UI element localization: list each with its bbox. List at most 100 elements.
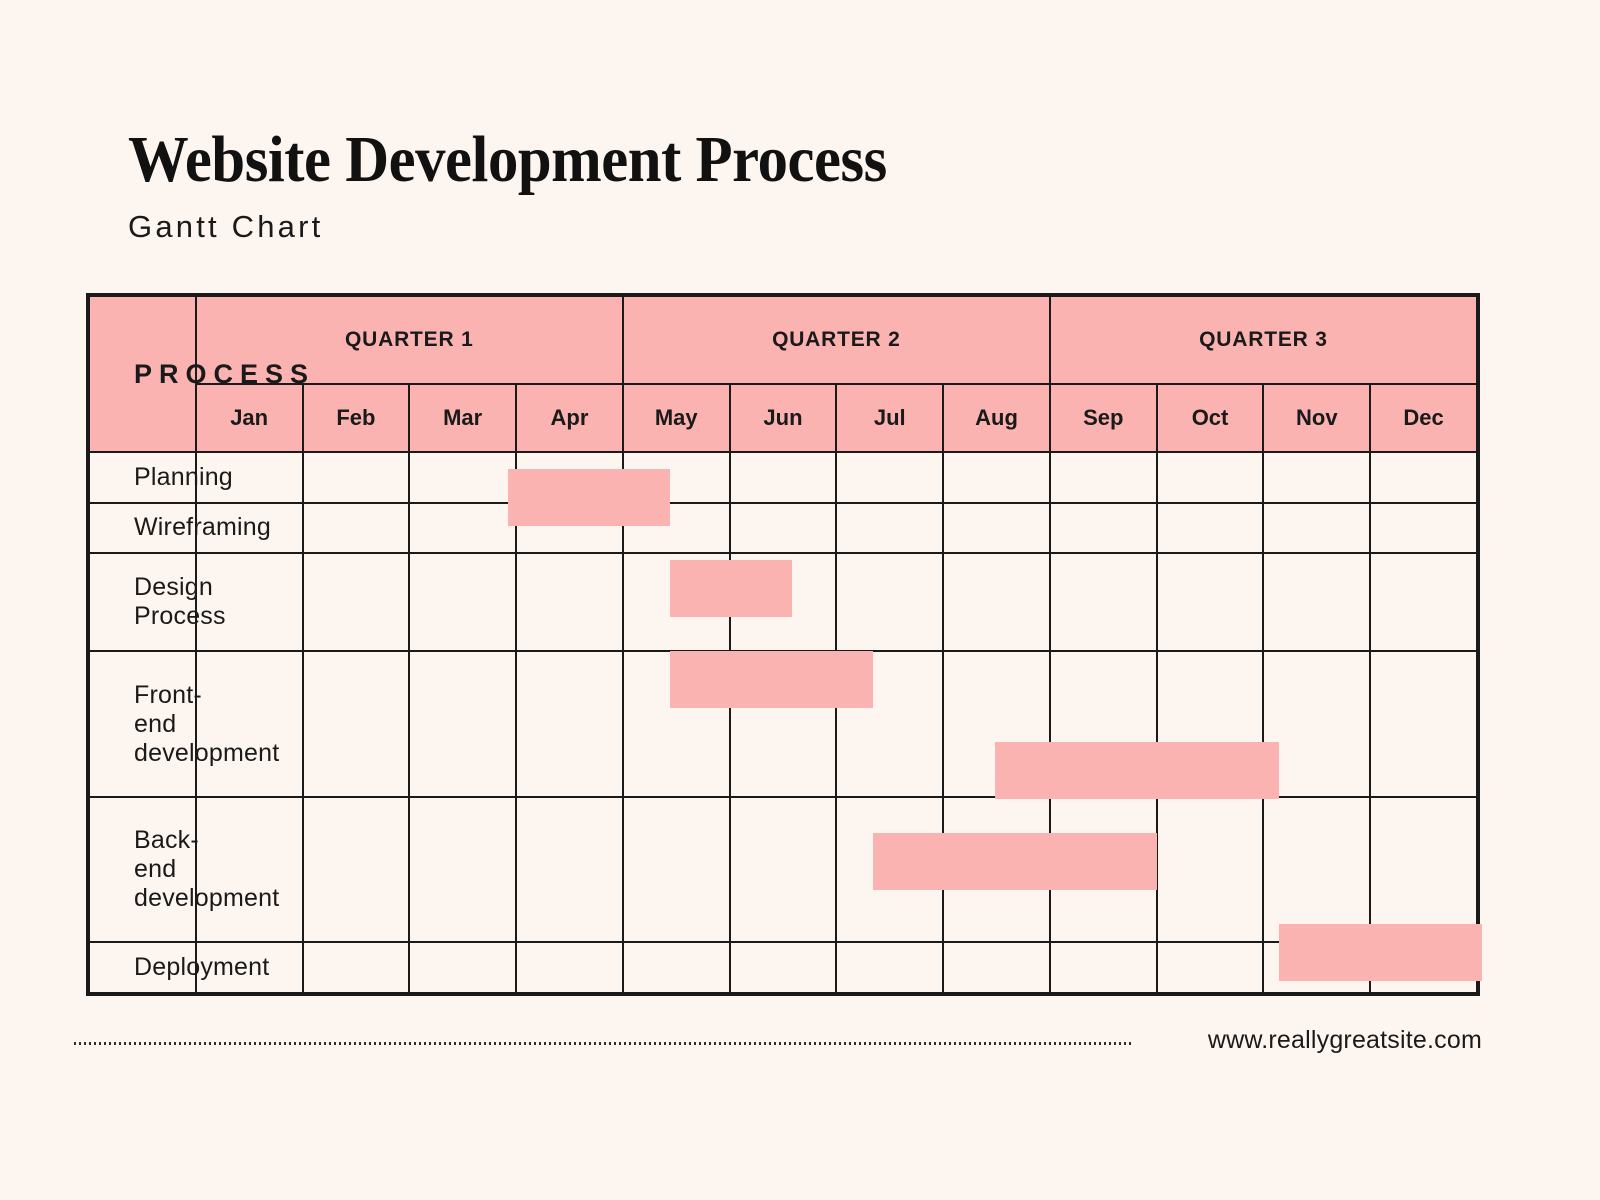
page-subtitle: Gantt Chart — [128, 209, 324, 245]
cell-0-aug — [942, 451, 1051, 504]
cell-2-dec — [1369, 552, 1478, 653]
table-header: PROCESS QUARTER 1 QUARTER 2 QUARTER 3 Ja… — [88, 295, 1479, 453]
table-row: Wireframing — [88, 501, 1478, 555]
cell-5-mar — [408, 941, 518, 994]
cell-4-sep — [1048, 795, 1158, 944]
gantt-grid: PROCESS QUARTER 1 QUARTER 2 QUARTER 3 Ja… — [88, 295, 1479, 994]
cell-3-aug — [942, 650, 1051, 798]
cell-1-mar — [408, 501, 518, 555]
cell-1-jul — [835, 501, 945, 555]
cell-5-dec — [1369, 941, 1478, 994]
cell-1-sep — [1048, 501, 1158, 555]
process-label-2: Design Process — [88, 552, 226, 653]
cell-2-oct — [1155, 552, 1265, 653]
footer-website-url: www.reallygreatsite.com — [1207, 1026, 1482, 1054]
cell-0-jul — [835, 451, 945, 504]
cell-2-nov — [1262, 552, 1372, 653]
month-header-mar: Mar — [408, 383, 518, 453]
process-label-0: Planning — [88, 451, 233, 504]
cell-4-jan — [194, 795, 304, 944]
header-row-quarters: PROCESS QUARTER 1 QUARTER 2 QUARTER 3 — [88, 295, 1479, 453]
quarter-header-2: QUARTER 2 — [621, 295, 1051, 385]
cell-0-dec — [1369, 451, 1478, 504]
cell-5-jul — [835, 941, 945, 994]
table-row: Front-end development — [88, 650, 1478, 798]
cell-0-oct — [1155, 451, 1265, 504]
cell-0-nov — [1262, 451, 1372, 504]
month-header-dec: Dec — [1369, 383, 1478, 453]
process-label-5: Deployment — [88, 941, 269, 994]
footer-divider — [74, 1042, 1134, 1045]
month-header-sep: Sep — [1048, 383, 1158, 453]
cell-3-dec — [1369, 650, 1478, 798]
table-row: Planning — [88, 451, 1478, 504]
cell-4-dec — [1369, 795, 1478, 944]
month-header-jan: Jan — [194, 383, 304, 453]
cell-3-jul — [835, 650, 945, 798]
table-body: Planning Wireframing Design Process Front-e… — [88, 451, 1478, 994]
cell-3-apr — [515, 650, 624, 798]
cell-1-nov — [1262, 501, 1372, 555]
cell-2-mar — [408, 552, 518, 653]
cell-4-may — [621, 795, 731, 944]
process-label-1: Wireframing — [88, 501, 271, 555]
cell-0-mar — [408, 451, 518, 504]
cell-2-jun — [728, 552, 838, 653]
month-header-apr: Apr — [515, 383, 624, 453]
title-block: Website Development Process Gantt Chart — [128, 126, 953, 245]
cell-2-apr — [515, 552, 624, 653]
quarter-header-1: QUARTER 1 — [194, 295, 624, 385]
process-column-header: PROCESS — [88, 295, 308, 453]
cell-1-apr — [515, 501, 624, 555]
month-header-may: May — [621, 383, 731, 453]
cell-0-sep — [1048, 451, 1158, 504]
cell-1-feb — [301, 501, 411, 555]
month-header-jul: Jul — [835, 383, 945, 453]
cell-5-nov — [1262, 941, 1372, 994]
cell-4-jun — [728, 795, 838, 944]
cell-3-feb — [301, 650, 411, 798]
month-header-jun: Jun — [728, 383, 838, 453]
cell-0-jan — [194, 451, 304, 504]
table-row: Deployment — [88, 941, 1478, 994]
cell-2-jul — [835, 552, 945, 653]
cell-4-jul — [835, 795, 945, 944]
cell-2-may — [621, 552, 731, 653]
cell-3-jan — [194, 650, 304, 798]
cell-0-may — [621, 451, 731, 504]
page-title: Website Development Process — [128, 123, 887, 196]
cell-1-aug — [942, 501, 1051, 555]
cell-3-sep — [1048, 650, 1158, 798]
cell-5-jun — [728, 941, 838, 994]
cell-5-feb — [301, 941, 411, 994]
process-label-4: Back-end development — [88, 795, 279, 944]
cell-5-apr — [515, 941, 624, 994]
cell-1-may — [621, 501, 731, 555]
cell-1-jan — [194, 501, 304, 555]
cell-2-aug — [942, 552, 1051, 653]
cell-0-apr — [515, 451, 624, 504]
cell-5-may — [621, 941, 731, 994]
table-row: Design Process — [88, 552, 1478, 653]
month-header-aug: Aug — [942, 383, 1051, 453]
cell-4-nov — [1262, 795, 1372, 944]
cell-2-feb — [301, 552, 411, 653]
month-header-feb: Feb — [301, 383, 411, 453]
cell-3-nov — [1262, 650, 1372, 798]
month-header-nov: Nov — [1262, 383, 1372, 453]
cell-4-mar — [408, 795, 518, 944]
cell-0-jun — [728, 451, 838, 504]
cell-2-sep — [1048, 552, 1158, 653]
cell-3-mar — [408, 650, 518, 798]
cell-5-oct — [1155, 941, 1265, 994]
cell-3-jun — [728, 650, 838, 798]
cell-4-oct — [1155, 795, 1265, 944]
header-row-months: Jan Feb Mar Apr May Jun Jul Aug Sep Oct Nov Dec — [89, 383, 1478, 453]
cell-4-apr — [515, 795, 624, 944]
process-label-3: Front-end development — [88, 650, 279, 798]
cell-5-jan — [194, 941, 304, 994]
cell-3-may — [621, 650, 731, 798]
cell-1-jun — [728, 501, 838, 555]
cell-1-dec — [1369, 501, 1478, 555]
cell-4-feb — [301, 795, 411, 944]
